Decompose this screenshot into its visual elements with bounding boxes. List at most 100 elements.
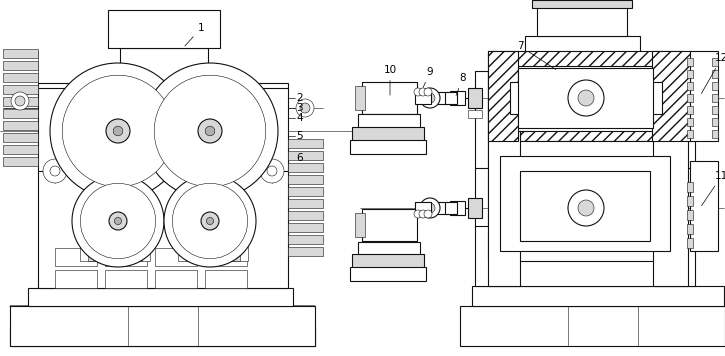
Bar (712, 82, 718, 90)
Bar (38, 83, 288, 288)
Bar (75, 153, 145, 181)
Circle shape (425, 93, 435, 103)
Bar (652, 51, 692, 141)
Bar (687, 130, 693, 138)
Circle shape (578, 200, 594, 216)
Bar (712, 94, 718, 102)
Circle shape (419, 88, 427, 96)
Bar (350, 140, 426, 154)
Bar (362, 82, 417, 114)
Bar (105, 270, 147, 288)
Bar (712, 106, 718, 114)
Bar (712, 118, 718, 126)
Bar (532, 0, 632, 8)
Bar (445, 92, 457, 104)
Bar (500, 156, 670, 251)
Text: 6: 6 (296, 153, 302, 163)
Circle shape (115, 218, 122, 225)
Bar (355, 213, 365, 237)
Text: 5: 5 (296, 131, 302, 141)
Circle shape (414, 210, 422, 218)
Circle shape (173, 183, 248, 259)
Circle shape (43, 159, 67, 183)
Bar (183, 167, 243, 181)
Bar (712, 70, 718, 78)
Bar (687, 182, 693, 192)
Circle shape (420, 88, 440, 108)
Text: 4: 4 (296, 113, 302, 123)
Bar (288, 151, 323, 160)
Bar (3, 157, 38, 166)
Circle shape (50, 63, 186, 199)
Bar (3, 73, 38, 82)
Bar (120, 48, 208, 83)
Bar (288, 247, 323, 256)
Bar (518, 68, 653, 128)
Circle shape (267, 166, 277, 176)
Bar (155, 248, 197, 266)
Circle shape (205, 126, 215, 136)
Circle shape (62, 75, 174, 187)
Bar (288, 163, 323, 172)
Bar (690, 161, 718, 251)
Bar (712, 130, 718, 138)
Bar (178, 153, 248, 181)
Bar (472, 286, 724, 306)
Circle shape (578, 90, 594, 106)
Bar (205, 248, 247, 266)
Bar (178, 226, 248, 261)
Circle shape (204, 165, 216, 177)
Bar (450, 91, 465, 105)
Bar (430, 92, 448, 104)
Text: 12: 12 (701, 53, 725, 94)
Bar (468, 198, 482, 218)
Bar (537, 6, 627, 36)
Bar (358, 242, 420, 256)
Bar (460, 306, 725, 346)
Circle shape (419, 210, 427, 218)
Circle shape (108, 161, 128, 181)
Circle shape (568, 80, 604, 116)
Circle shape (72, 175, 164, 267)
Circle shape (154, 75, 266, 187)
Bar (488, 51, 518, 141)
Bar (687, 58, 693, 66)
Circle shape (80, 183, 156, 259)
Bar (687, 196, 693, 206)
Bar (155, 270, 197, 288)
Bar (28, 288, 293, 306)
Circle shape (568, 190, 604, 226)
Bar (3, 61, 38, 70)
Text: 2: 2 (296, 93, 302, 103)
Bar (3, 49, 38, 58)
Bar (186, 241, 240, 261)
Bar (445, 202, 457, 214)
Circle shape (11, 92, 29, 110)
Circle shape (15, 96, 25, 106)
Bar (687, 224, 693, 234)
Bar (288, 187, 323, 196)
Text: 1: 1 (185, 23, 204, 46)
Bar (3, 85, 38, 94)
Circle shape (425, 203, 435, 213)
Circle shape (201, 212, 219, 230)
Text: 10: 10 (384, 65, 397, 95)
Bar (3, 109, 38, 118)
Bar (205, 270, 247, 288)
Bar (3, 145, 38, 154)
Bar (55, 248, 97, 266)
Bar (687, 210, 693, 220)
Bar (3, 97, 38, 106)
Text: 11: 11 (702, 171, 725, 206)
Bar (488, 141, 683, 261)
Bar (687, 70, 693, 78)
Bar (3, 133, 38, 142)
Bar (10, 306, 315, 346)
Bar (358, 114, 420, 128)
Bar (450, 201, 465, 215)
Bar (288, 235, 323, 244)
Bar (488, 51, 683, 141)
Bar (288, 211, 323, 220)
Bar (687, 238, 693, 248)
Circle shape (106, 119, 130, 143)
